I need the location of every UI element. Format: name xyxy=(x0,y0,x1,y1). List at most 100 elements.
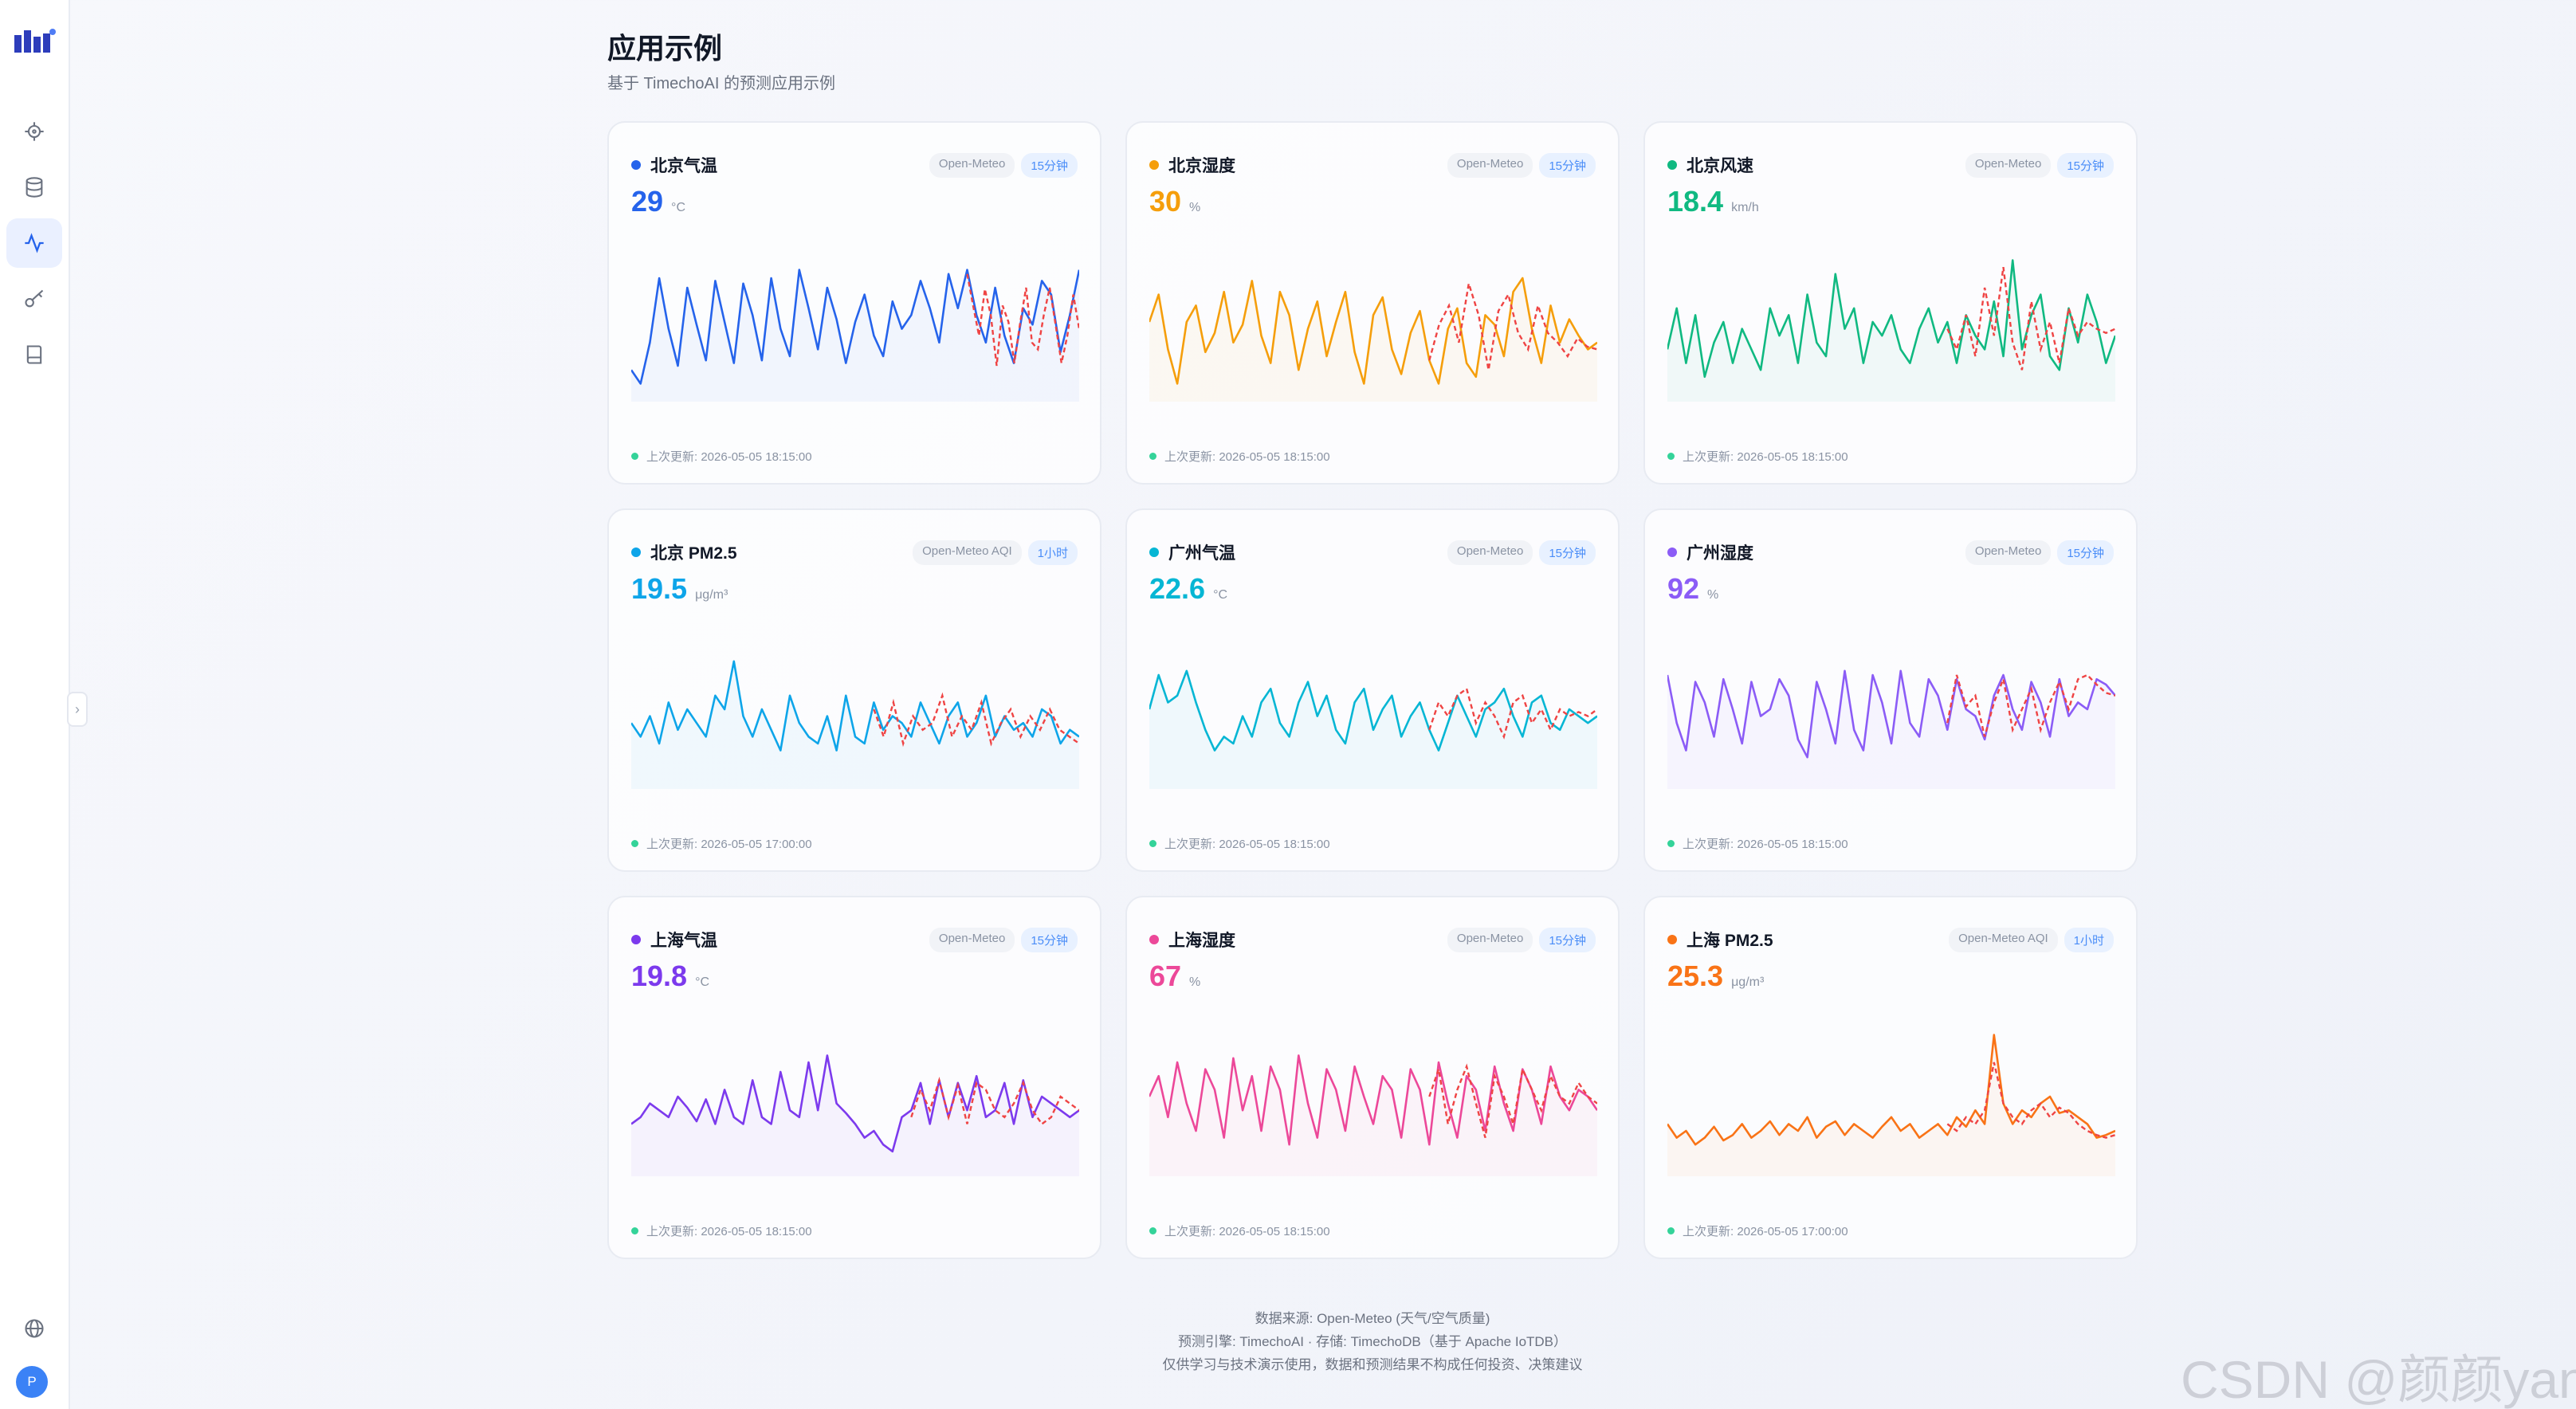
card-title: 北京 PM2.5 xyxy=(650,544,737,563)
last-updated-text: 上次更新: 2026-05-05 18:15:00 xyxy=(646,450,812,464)
sidebar-item-docs[interactable] xyxy=(6,330,62,379)
last-updated: 上次更新: 2026-05-05 18:15:00 xyxy=(1667,448,1848,465)
source-badge: Open-Meteo AQI xyxy=(1949,927,2058,952)
value-unit: % xyxy=(1707,588,1719,602)
last-updated-text: 上次更新: 2026-05-05 18:15:00 xyxy=(1683,450,1848,464)
forecast-series-line xyxy=(1428,687,1597,740)
current-value: 22.6 °C xyxy=(1149,572,1227,606)
value-number: 25.3 xyxy=(1667,960,1724,992)
forecast-series-line xyxy=(873,692,1079,748)
card-header: 广州气温 Open-Meteo 15分钟 xyxy=(1149,540,1596,565)
value-unit: °C xyxy=(1213,588,1228,602)
timeseries-chart[interactable] xyxy=(1149,1017,1597,1176)
chevron-right-icon: › xyxy=(75,701,80,717)
status-dot-icon xyxy=(631,453,638,460)
target-icon xyxy=(25,122,44,141)
timecho-logo-icon[interactable] xyxy=(13,24,57,56)
source-badge: Open-Meteo xyxy=(1447,927,1533,952)
timeseries-chart[interactable] xyxy=(1667,242,2115,402)
timeseries-chart[interactable] xyxy=(1149,242,1597,402)
current-value: 19.5 μg/m³ xyxy=(631,572,728,606)
example-card[interactable]: 北京风速 Open-Meteo 15分钟 18.4 km/h 上次更新: 2026-05-… xyxy=(1643,121,2138,485)
series-dot-icon xyxy=(631,160,641,170)
frequency-badge: 15分钟 xyxy=(2057,152,2114,178)
forecast-series-line xyxy=(910,1076,1079,1126)
source-badge: Open-Meteo xyxy=(1965,152,2052,178)
timeseries-chart[interactable] xyxy=(1149,630,1597,789)
card-header: 上海 PM2.5 Open-Meteo AQI 1小时 xyxy=(1667,927,2114,952)
last-updated-text: 上次更新: 2026-05-05 18:15:00 xyxy=(1683,838,1848,851)
example-card[interactable]: 广州气温 Open-Meteo 15分钟 22.6 °C 上次更新: 2026-05-05… xyxy=(1125,508,1620,872)
card-header: 北京风速 Open-Meteo 15分钟 xyxy=(1667,152,2114,178)
card-header: 上海气温 Open-Meteo 15分钟 xyxy=(631,927,1078,952)
source-badge: Open-Meteo AQI xyxy=(913,540,1022,565)
last-updated: 上次更新: 2026-05-05 17:00:00 xyxy=(631,835,812,852)
series-area xyxy=(631,661,1079,789)
sidebar-item-target[interactable] xyxy=(6,107,62,156)
activity-icon xyxy=(25,233,44,253)
value-unit: % xyxy=(1189,201,1201,214)
last-updated-text: 上次更新: 2026-05-05 18:15:00 xyxy=(646,1225,812,1238)
example-card[interactable]: 北京湿度 Open-Meteo 15分钟 30% 上次更新: 2026-05-05 18… xyxy=(1125,121,1620,485)
example-card[interactable]: 上海气温 Open-Meteo 15分钟 19.8 °C 上次更新: 2026-05-05… xyxy=(607,896,1101,1259)
value-number: 67 xyxy=(1149,960,1182,992)
value-unit: km/h xyxy=(1731,201,1759,214)
timeseries-chart[interactable] xyxy=(631,1017,1079,1176)
series-area xyxy=(1667,1034,2115,1176)
sidebar-item-activity[interactable] xyxy=(6,218,62,268)
frequency-badge: 15分钟 xyxy=(1021,152,1078,178)
last-updated: 上次更新: 2026-05-05 18:15:00 xyxy=(1667,835,1848,852)
series-area xyxy=(1149,278,1597,402)
example-card[interactable]: 上海湿度 Open-Meteo 15分钟 67% 上次更新: 2026-05-05 18… xyxy=(1125,896,1620,1259)
card-title: 北京气温 xyxy=(650,157,717,175)
forecast-series-line xyxy=(1946,1062,2115,1139)
frequency-badge: 1小时 xyxy=(1027,540,1078,565)
avatar[interactable]: P xyxy=(16,1366,48,1398)
example-card[interactable]: 北京 PM2.5 Open-Meteo AQI 1小时 19.5 μg/m³ 上次更新: … xyxy=(607,508,1101,872)
language-button[interactable] xyxy=(6,1304,62,1353)
globe-icon xyxy=(25,1319,44,1338)
current-value: 30% xyxy=(1149,185,1200,218)
footer-disclaimer: 仅供学习与技术演示使用，数据和预测结果不构成任何投资、决策建议 xyxy=(1162,1357,1583,1372)
series-dot-icon xyxy=(631,935,641,944)
example-card[interactable]: 广州湿度 Open-Meteo 15分钟 92% 上次更新: 2026-05-05 18… xyxy=(1643,508,2138,872)
card-header: 北京 PM2.5 Open-Meteo AQI 1小时 xyxy=(631,540,1078,565)
value-unit: μg/m³ xyxy=(1731,975,1765,989)
actual-series-line xyxy=(631,1054,1079,1153)
sidebar-item-database[interactable] xyxy=(6,163,62,212)
timeseries-chart[interactable] xyxy=(631,242,1079,402)
last-updated-text: 上次更新: 2026-05-05 17:00:00 xyxy=(1683,1225,1848,1238)
card-title: 北京湿度 xyxy=(1168,157,1235,175)
card-title: 广州气温 xyxy=(1168,544,1235,563)
card-title: 上海湿度 xyxy=(1168,932,1235,950)
timeseries-chart[interactable] xyxy=(1667,1017,2115,1176)
watermark: CSDN @颜颜yan_ xyxy=(2181,1350,2576,1409)
series-area xyxy=(1667,670,2115,789)
card-title: 北京风速 xyxy=(1687,157,1753,175)
book-icon xyxy=(26,345,42,364)
sidebar-item-key[interactable] xyxy=(6,274,62,324)
database-icon xyxy=(26,177,43,198)
last-updated: 上次更新: 2026-05-05 18:15:00 xyxy=(631,1223,812,1239)
series-dot-icon xyxy=(631,548,641,557)
current-value: 29 °C xyxy=(631,185,685,218)
example-card[interactable]: 上海 PM2.5 Open-Meteo AQI 1小时 25.3 μg/m³ 上次更新: … xyxy=(1643,896,2138,1259)
source-badge: Open-Meteo xyxy=(1447,540,1533,565)
footer: 数据来源: Open-Meteo (天气/空气质量) 预测引擎: Timecho… xyxy=(607,1307,2138,1376)
card-title: 上海气温 xyxy=(650,932,717,950)
timeseries-chart[interactable] xyxy=(631,630,1079,789)
sidebar-expand-toggle[interactable]: › xyxy=(67,692,88,727)
value-number: 29 xyxy=(631,185,664,218)
forecast-series-line xyxy=(1946,673,2115,737)
page-title: 应用示例 xyxy=(607,32,723,65)
series-area xyxy=(631,1055,1079,1176)
card-header: 上海湿度 Open-Meteo 15分钟 xyxy=(1149,927,1596,952)
actual-series-line xyxy=(631,269,1079,385)
value-number: 19.5 xyxy=(631,572,688,605)
series-dot-icon xyxy=(1667,935,1677,944)
frequency-badge: 15分钟 xyxy=(1539,927,1596,952)
example-card[interactable]: 北京气温 Open-Meteo 15分钟 29 °C 上次更新: 2026-05-05 1… xyxy=(607,121,1101,485)
source-badge: Open-Meteo xyxy=(929,927,1015,952)
card-header: 北京湿度 Open-Meteo 15分钟 xyxy=(1149,152,1596,178)
timeseries-chart[interactable] xyxy=(1667,630,2115,789)
